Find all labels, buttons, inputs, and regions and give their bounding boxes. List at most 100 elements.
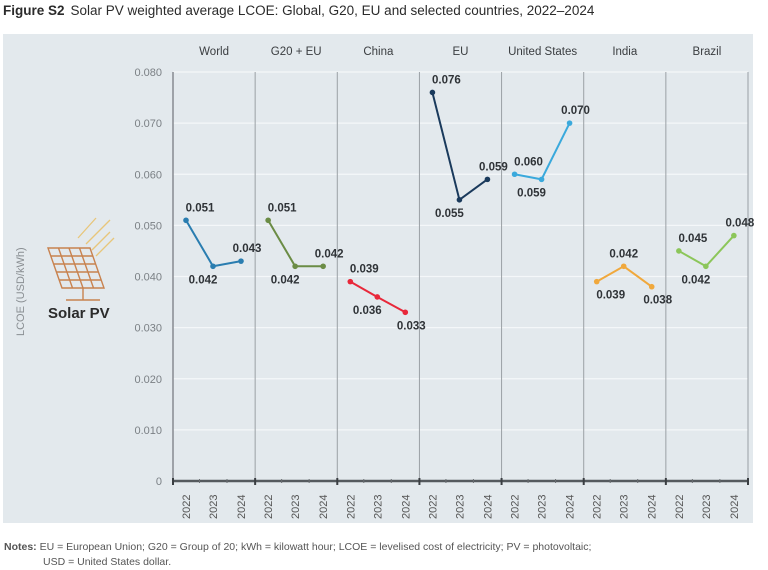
x-tick-label: 2023: [454, 495, 466, 519]
y-tick-label: 0.050: [134, 220, 162, 232]
series-world: 0.051 0.042 0.043: [183, 202, 261, 286]
series-g20-eu: 0.051 0.042 0.042: [265, 202, 344, 286]
chart-panel: [3, 34, 753, 523]
sun-rays-icon: [77, 217, 115, 257]
notes-line-2: USD = United States dollar.: [43, 556, 172, 568]
axes: [172, 478, 749, 485]
data-label: 0.060: [514, 156, 543, 168]
figure-title-text: Solar PV weighted average LCOE: Global, …: [70, 3, 595, 18]
series-line: [514, 122, 571, 181]
x-tick-label: 2022: [263, 495, 275, 519]
data-point: [238, 258, 244, 264]
data-point: [538, 176, 545, 183]
x-tick-label: 2022: [345, 495, 357, 519]
y-tick-label: 0.070: [134, 118, 162, 130]
data-point: [183, 217, 189, 224]
data-point: [210, 263, 216, 270]
data-label: 0.070: [561, 105, 590, 117]
data-label: 0.059: [479, 161, 508, 173]
category-label: G20 + EU: [271, 46, 322, 58]
data-label: 0.033: [397, 320, 426, 332]
x-tick-label: 2024: [318, 495, 330, 519]
data-label: 0.042: [189, 274, 218, 286]
data-label: 0.045: [678, 233, 707, 245]
x-tick-label: 2024: [400, 495, 412, 519]
data-label: 0.048: [725, 218, 754, 230]
series-line: [431, 92, 489, 202]
category-labels: World G20 + EU China EU United States India Br…: [199, 46, 721, 58]
data-label: 0.038: [643, 295, 672, 307]
solar-panel-icon: [47, 217, 115, 301]
notes-label: Notes:: [4, 541, 37, 553]
x-tick-label: 2023: [701, 495, 713, 519]
data-label: 0.055: [435, 208, 464, 220]
data-point: [402, 309, 409, 316]
x-tick-label: 2024: [729, 495, 741, 519]
series-eu: 0.076 0.055 0.059: [429, 74, 508, 220]
series-united-states: 0.060 0.059 0.070: [511, 105, 590, 199]
data-point: [347, 278, 354, 285]
x-tick-label: 2024: [482, 495, 494, 519]
y-tick-label: 0.080: [134, 67, 162, 79]
data-label: 0.051: [268, 202, 297, 214]
data-point: [566, 120, 573, 126]
data-point: [703, 263, 709, 270]
y-tick-label: 0.020: [134, 374, 162, 386]
data-label: 0.042: [609, 248, 638, 260]
data-point: [429, 89, 436, 96]
x-tick-label: 2024: [236, 495, 248, 519]
x-tick-label: 2023: [537, 495, 549, 519]
y-tick-label: 0.010: [134, 425, 162, 437]
pv-panel-col: [68, 247, 84, 289]
series-china: 0.039 0.036 0.033: [347, 264, 426, 332]
technology-label: Solar PV: [48, 305, 110, 322]
category-label: EU: [453, 46, 469, 58]
data-point: [484, 176, 491, 183]
y-tick-label: 0.030: [134, 323, 162, 335]
category-label: World: [199, 46, 229, 58]
y-tick-labels: 0 0.010 0.020 0.030 0.040 0.050 0.060 0.070 0.08…: [134, 67, 162, 488]
x-tick-label: 2022: [427, 495, 439, 519]
data-point: [292, 263, 298, 270]
notes: Notes: EU = European Union; G20 = Group …: [4, 540, 591, 570]
panel-dividers: [172, 72, 749, 481]
x-tick-label: 2023: [619, 495, 631, 519]
data-label: 0.039: [350, 264, 379, 276]
x-tick-label: 2023: [208, 495, 220, 519]
x-tick-label: 2023: [372, 495, 384, 519]
data-label: 0.039: [596, 290, 625, 302]
data-label: 0.043: [233, 243, 262, 255]
data-point: [374, 294, 381, 300]
y-tick-label: 0.060: [134, 169, 162, 181]
y-tick-label: 0: [156, 476, 162, 488]
y-tick-label: 0.040: [134, 272, 162, 284]
x-tick-label: 2022: [592, 495, 604, 519]
data-point: [676, 248, 682, 254]
data-point: [265, 217, 271, 224]
series-brazil: 0.045 0.042 0.048: [676, 218, 755, 286]
category-label: India: [612, 46, 638, 58]
data-label: 0.076: [432, 74, 461, 86]
figure-title: Figure S2 Solar PV weighted average LCOE:…: [3, 3, 594, 18]
data-label: 0.036: [353, 305, 382, 317]
data-point: [731, 232, 737, 239]
data-point: [456, 197, 463, 203]
data-label: 0.042: [271, 274, 300, 286]
category-label: United States: [508, 46, 577, 58]
x-tick-label: 2024: [565, 495, 577, 519]
gridlines: [173, 71, 748, 431]
category-label: China: [363, 46, 394, 58]
x-tick-label: 2023: [290, 495, 302, 519]
pv-panel-frame: [47, 247, 105, 289]
pv-panel-col: [78, 247, 95, 289]
x-tick-label: 2022: [181, 495, 193, 519]
data-label: 0.051: [186, 202, 215, 214]
x-tick-label: 2024: [647, 495, 659, 519]
data-label: 0.042: [315, 248, 344, 260]
pv-panel-grid-icon: [47, 247, 105, 301]
series-group: 0.051 0.042 0.043 0.051 0.042 0.042 0.039 0.036…: [183, 74, 755, 332]
pv-panel-col: [57, 247, 74, 289]
data-point: [593, 278, 600, 285]
data-point: [320, 263, 326, 270]
